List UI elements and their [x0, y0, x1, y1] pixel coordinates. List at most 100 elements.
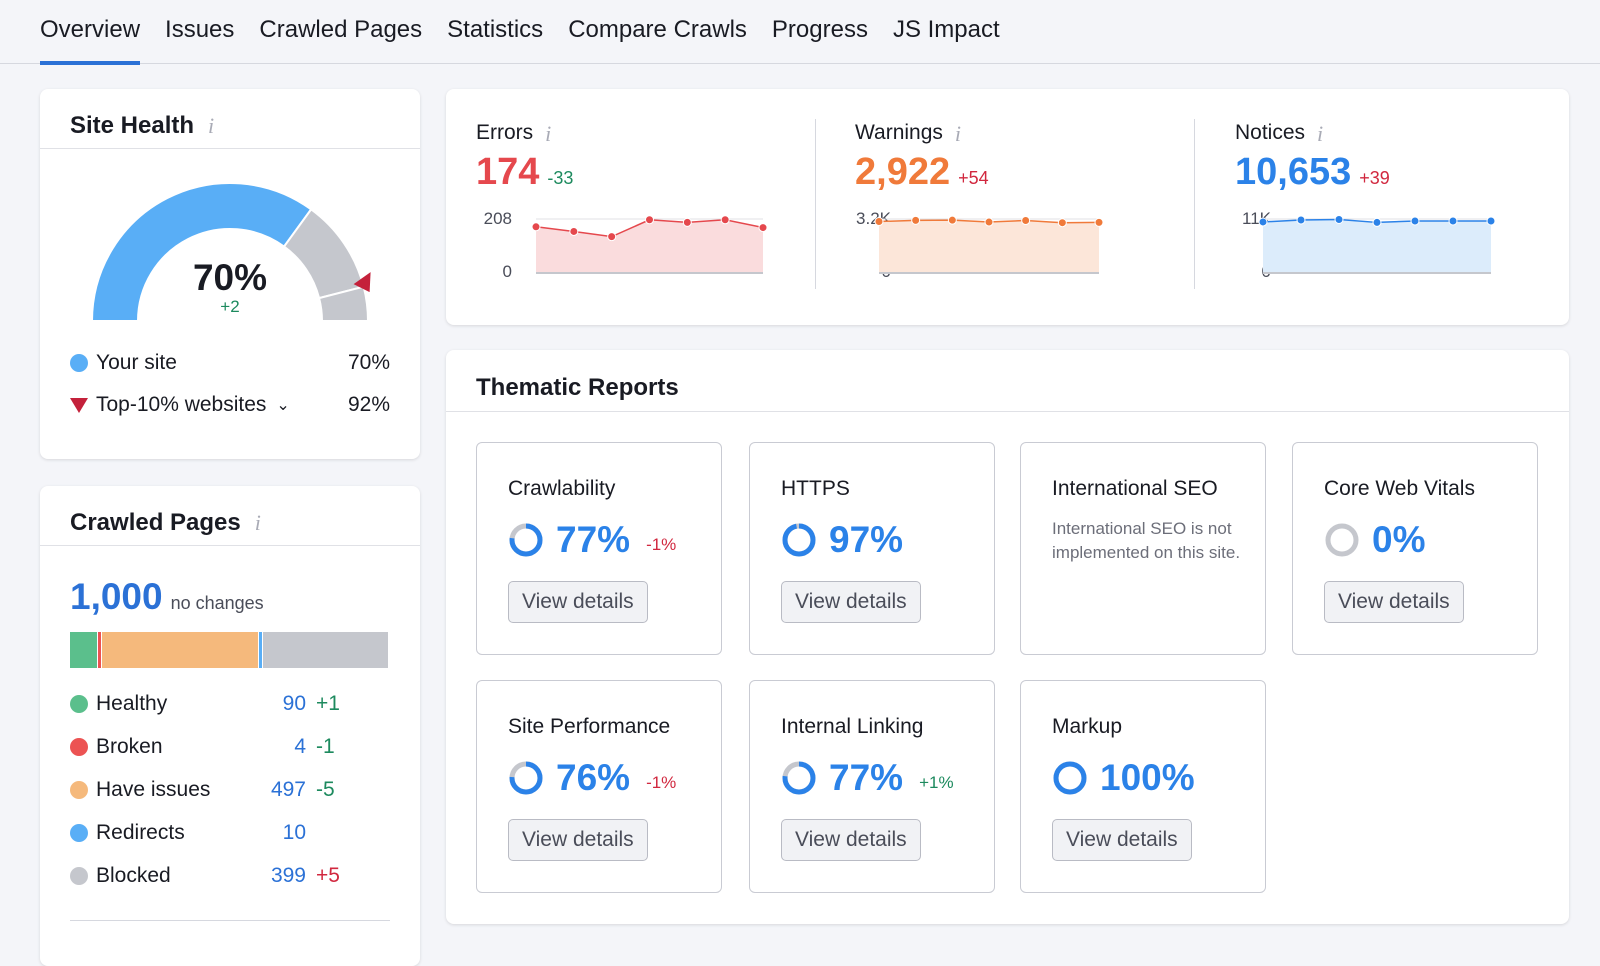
item-label: Broken: [96, 735, 163, 758]
report-percent[interactable]: 100%: [1100, 757, 1195, 798]
sparkline-point[interactable]: [1057, 218, 1067, 228]
sparkline-point[interactable]: [1334, 214, 1344, 224]
crawled-pages-bar: [70, 632, 389, 668]
metric-value[interactable]: 2,922: [855, 151, 951, 193]
view-details-button[interactable]: View details: [508, 581, 648, 623]
legend-top10[interactable]: Top-10% websites ⌄ 92%: [70, 393, 390, 417]
tab-compare-crawls[interactable]: Compare Crawls: [568, 16, 747, 43]
metric-value[interactable]: 174: [476, 151, 540, 193]
sparkline-point[interactable]: [984, 217, 994, 227]
y-min-label: 0: [503, 262, 512, 281]
list-item[interactable]: Healthy 90 +1: [70, 692, 390, 716]
report-markup: Markup 100% View details: [1020, 680, 1266, 893]
info-icon[interactable]: i: [208, 112, 215, 138]
sparkline-point[interactable]: [1486, 216, 1496, 226]
item-change: +5: [316, 864, 340, 887]
sparkline-point[interactable]: [1296, 215, 1306, 225]
bar-segment-redirects[interactable]: [259, 632, 263, 668]
sparkline-point[interactable]: [758, 223, 768, 233]
site-health-change: +2: [220, 297, 240, 316]
info-icon[interactable]: i: [254, 509, 261, 535]
tab-issues[interactable]: Issues: [165, 16, 235, 43]
item-value[interactable]: 399: [270, 864, 306, 887]
sparkline-point[interactable]: [682, 217, 692, 227]
list-item[interactable]: Redirects 10: [70, 821, 390, 845]
report-title: Crawlability: [508, 477, 616, 500]
bar-segment-healthy[interactable]: [70, 632, 99, 668]
item-label: Blocked: [96, 864, 171, 887]
report-title: Internal Linking: [781, 715, 924, 738]
item-value[interactable]: 90: [282, 692, 306, 715]
sparkline-point[interactable]: [874, 217, 884, 227]
view-details-button[interactable]: View details: [1324, 581, 1464, 623]
list-item[interactable]: Have issues 497 -5: [70, 778, 390, 802]
legend-label: Top-10% websites: [96, 393, 267, 416]
sparkline-point[interactable]: [1410, 216, 1420, 226]
view-details-button[interactable]: View details: [508, 819, 648, 861]
report-change: -1%: [646, 535, 677, 554]
sparkline-point[interactable]: [720, 215, 730, 225]
your-site-dot-icon: [70, 354, 88, 372]
triangle-marker-icon: [70, 397, 88, 413]
crawled-pages-note: no changes: [170, 593, 264, 613]
report-percent[interactable]: 77%: [556, 519, 631, 560]
crawled-pages-title: Crawled Pages: [70, 508, 241, 536]
donut-progress-icon: [782, 761, 816, 795]
status-dot-icon: [70, 824, 88, 842]
sparkline-point[interactable]: [1448, 216, 1458, 226]
sparkline-point[interactable]: [911, 215, 921, 225]
report-core-web-vitals: Core Web Vitals 0% View details: [1292, 442, 1538, 655]
metric-change: +54: [958, 168, 989, 188]
report-percent[interactable]: 97%: [829, 519, 904, 560]
report-https: HTTPS 97% View details: [749, 442, 995, 655]
report-percent[interactable]: 77%: [829, 757, 904, 798]
item-label: Have issues: [96, 778, 211, 801]
sparkline-point[interactable]: [1094, 217, 1104, 227]
tab-js-impact[interactable]: JS Impact: [892, 16, 1000, 43]
report-percent[interactable]: 76%: [556, 757, 631, 798]
divider: [1194, 119, 1195, 289]
sparkline-point[interactable]: [569, 226, 579, 236]
legend-value: 70%: [347, 351, 390, 374]
item-value[interactable]: 4: [294, 735, 306, 758]
report-site-performance: Site Performance 76% -1% View details: [476, 680, 722, 893]
tab-progress[interactable]: Progress: [771, 16, 868, 43]
top10-marker-icon: [353, 272, 371, 293]
chevron-down-icon[interactable]: ⌄: [276, 397, 290, 414]
metric-label: Errors: [476, 121, 534, 144]
metric-change: -33: [547, 168, 574, 188]
list-item[interactable]: Blocked 399 +5: [70, 864, 390, 888]
sparkline-point[interactable]: [1258, 217, 1268, 227]
status-dot-icon: [70, 781, 88, 799]
sparkline-point[interactable]: [947, 215, 957, 225]
divider: [70, 920, 390, 921]
sparkline-area: [536, 219, 763, 273]
info-icon[interactable]: i: [954, 121, 962, 146]
item-change: -1: [316, 735, 335, 758]
view-details-button[interactable]: View details: [1052, 819, 1192, 861]
item-value[interactable]: 10: [282, 821, 306, 844]
sparkline-point[interactable]: [1021, 216, 1031, 226]
tab-statistics[interactable]: Statistics: [447, 16, 544, 43]
report-percent[interactable]: 0%: [1372, 519, 1426, 560]
list-item[interactable]: Broken 4 -1: [70, 735, 390, 759]
info-icon[interactable]: i: [545, 121, 552, 146]
bar-segment-have-issues[interactable]: [102, 632, 260, 668]
metric-value[interactable]: 10,653: [1235, 151, 1352, 193]
info-icon[interactable]: i: [1317, 121, 1324, 146]
sparkline-point[interactable]: [1372, 217, 1382, 227]
sparkline: 11K0: [1242, 209, 1496, 281]
crawled-pages-total[interactable]: 1,000: [70, 576, 163, 617]
view-details-button[interactable]: View details: [781, 581, 921, 623]
tab-overview[interactable]: Overview: [40, 0, 141, 65]
tab-bar: Overview Issues Crawled Pages Statistics Com…: [0, 0, 1600, 65]
tab-crawled-pages[interactable]: Crawled Pages: [259, 16, 423, 43]
item-value[interactable]: 497: [270, 778, 306, 801]
sparkline-point[interactable]: [645, 215, 654, 225]
bar-segment-broken[interactable]: [98, 632, 103, 668]
metric-label: Notices: [1235, 121, 1306, 144]
view-details-button[interactable]: View details: [781, 819, 921, 861]
sparkline-point[interactable]: [531, 222, 541, 232]
sparkline-point[interactable]: [607, 232, 617, 242]
bar-segment-blocked[interactable]: [262, 632, 389, 668]
